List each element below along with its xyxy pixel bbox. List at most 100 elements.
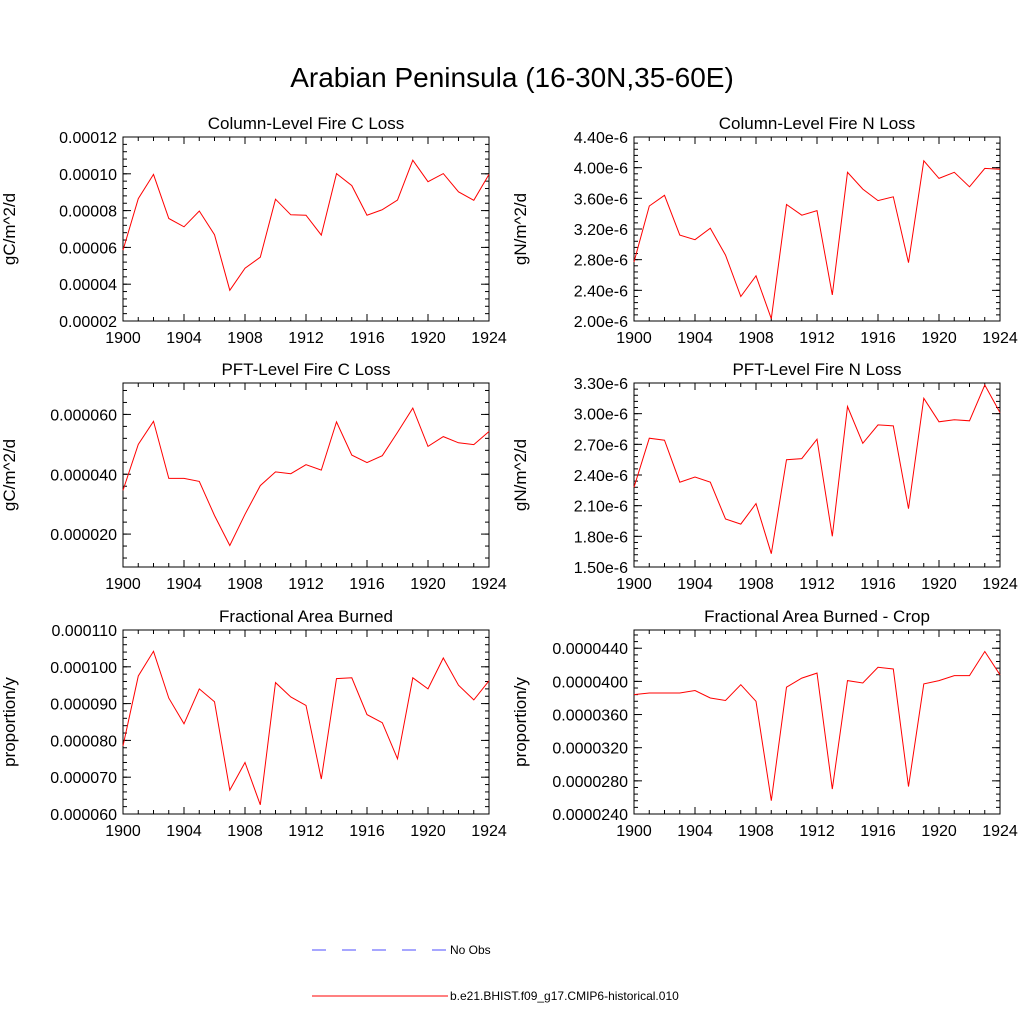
y-axis-label: gN/m^2/d bbox=[511, 193, 530, 265]
x-tick-label: 1904 bbox=[166, 576, 202, 593]
panel-title: Column-Level Fire C Loss bbox=[208, 114, 405, 133]
x-tick-label: 1904 bbox=[166, 823, 202, 840]
y-tick-label: 0.0000400 bbox=[552, 674, 628, 691]
x-tick-label: 1908 bbox=[227, 823, 263, 840]
y-tick-label: 3.00e-6 bbox=[574, 407, 628, 424]
y-tick-label: 0.00012 bbox=[59, 130, 117, 147]
x-tick-label: 1904 bbox=[166, 330, 202, 347]
plot-frame bbox=[122, 136, 490, 322]
x-tick-label: 1924 bbox=[982, 330, 1018, 347]
x-tick-label: 1900 bbox=[616, 330, 652, 347]
y-tick-label: 3.60e-6 bbox=[574, 191, 628, 208]
y-axis-label: gN/m^2/d bbox=[511, 439, 530, 511]
y-tick-label: 2.00e-6 bbox=[574, 314, 628, 331]
panel-title: PFT-Level Fire N Loss bbox=[732, 360, 901, 379]
series-line bbox=[122, 407, 490, 547]
y-tick-label: 0.0000240 bbox=[552, 807, 628, 824]
y-tick-label: 3.30e-6 bbox=[574, 376, 628, 393]
y-tick-label: 0.000060 bbox=[50, 807, 117, 824]
legend-label: b.e21.BHIST.f09_g17.CMIP6-historical.010 bbox=[450, 989, 679, 1003]
x-tick-label: 1908 bbox=[738, 823, 774, 840]
panel-2: 1900 1904 1908 1912 1916 1920 1924 2.00e-6 2.40e… bbox=[511, 114, 1018, 347]
x-tick-label: 1916 bbox=[860, 823, 896, 840]
y-tick-label: 0.000040 bbox=[50, 467, 117, 484]
y-tick-label: 4.40e-6 bbox=[574, 130, 628, 147]
y-tick-label: 0.000060 bbox=[50, 407, 117, 424]
y-tick-label: 2.10e-6 bbox=[574, 499, 628, 516]
x-tick-label: 1908 bbox=[227, 576, 263, 593]
y-axis-label: proportion/y bbox=[0, 677, 19, 767]
y-tick-label: 0.0000360 bbox=[552, 708, 628, 725]
panel-1: 1900 1904 1908 1912 1916 1920 1924 0.00002 0.000… bbox=[0, 114, 507, 347]
x-tick-label: 1924 bbox=[982, 576, 1018, 593]
figure-title: Arabian Peninsula (16-30N,35-60E) bbox=[290, 62, 734, 93]
legend-label: No Obs bbox=[450, 943, 491, 957]
y-tick-label: 2.80e-6 bbox=[574, 253, 628, 270]
panel-title: Fractional Area Burned bbox=[219, 607, 393, 626]
x-tick-label: 1924 bbox=[471, 576, 507, 593]
plot-frame bbox=[633, 136, 1001, 322]
x-tick-label: 1912 bbox=[288, 823, 324, 840]
y-axis-label: proportion/y bbox=[511, 677, 530, 767]
y-tick-label: 2.70e-6 bbox=[574, 437, 628, 454]
panel-6: 1900 1904 1908 1912 1916 1920 1924 0.0000240 0.0… bbox=[511, 607, 1018, 840]
series-line bbox=[633, 383, 1001, 554]
x-tick-label: 1912 bbox=[799, 823, 835, 840]
x-tick-label: 1912 bbox=[799, 330, 835, 347]
y-tick-label: 0.00008 bbox=[59, 204, 117, 221]
y-tick-label: 0.000080 bbox=[50, 733, 117, 750]
y-tick-label: 0.000110 bbox=[51, 623, 117, 640]
x-tick-label: 1920 bbox=[921, 823, 957, 840]
x-tick-label: 1920 bbox=[410, 576, 446, 593]
x-tick-label: 1916 bbox=[349, 576, 385, 593]
x-tick-label: 1916 bbox=[860, 330, 896, 347]
x-tick-label: 1912 bbox=[288, 576, 324, 593]
panel-title: Column-Level Fire N Loss bbox=[719, 114, 916, 133]
y-tick-label: 3.20e-6 bbox=[574, 222, 628, 239]
panel-title: PFT-Level Fire C Loss bbox=[221, 360, 390, 379]
x-tick-label: 1900 bbox=[105, 576, 141, 593]
series-line bbox=[122, 650, 490, 805]
y-axis-label: gC/m^2/d bbox=[0, 439, 19, 511]
x-tick-label: 1924 bbox=[982, 823, 1018, 840]
x-tick-label: 1924 bbox=[471, 823, 507, 840]
y-tick-label: 0.000070 bbox=[50, 770, 117, 787]
x-tick-label: 1904 bbox=[677, 823, 713, 840]
panel-3: 1900 1904 1908 1912 1916 1920 1924 0.000020 0.00… bbox=[0, 360, 507, 593]
y-tick-label: 1.80e-6 bbox=[574, 529, 628, 546]
x-tick-label: 1920 bbox=[921, 576, 957, 593]
legend: No Obs b.e21.BHIST.f09_g17.CMIP6-historic… bbox=[312, 943, 679, 1003]
x-tick-label: 1908 bbox=[738, 576, 774, 593]
y-tick-label: 0.000020 bbox=[50, 527, 117, 544]
x-tick-label: 1912 bbox=[799, 576, 835, 593]
y-tick-label: 4.00e-6 bbox=[574, 161, 628, 178]
plot-frame bbox=[633, 382, 1001, 568]
panel-5: 1900 1904 1908 1912 1916 1920 1924 0.000060 0.00… bbox=[0, 607, 507, 840]
x-tick-label: 1908 bbox=[227, 330, 263, 347]
y-tick-label: 0.00010 bbox=[59, 167, 117, 184]
y-tick-label: 0.0000440 bbox=[552, 641, 628, 658]
y-axis-label: gC/m^2/d bbox=[0, 193, 19, 265]
y-tick-label: 2.40e-6 bbox=[574, 468, 628, 485]
series-line bbox=[122, 159, 490, 292]
series-line bbox=[633, 650, 1001, 801]
panel-4: 1900 1904 1908 1912 1916 1920 1924 1.50e-6 1.80e… bbox=[511, 360, 1018, 593]
y-tick-label: 1.50e-6 bbox=[574, 560, 628, 577]
x-tick-label: 1900 bbox=[105, 330, 141, 347]
y-tick-label: 0.0000280 bbox=[552, 774, 628, 791]
x-tick-label: 1912 bbox=[288, 330, 324, 347]
x-tick-label: 1900 bbox=[105, 823, 141, 840]
x-tick-label: 1916 bbox=[860, 576, 896, 593]
x-tick-label: 1900 bbox=[616, 576, 652, 593]
x-tick-label: 1920 bbox=[921, 330, 957, 347]
x-tick-label: 1916 bbox=[349, 330, 385, 347]
x-tick-label: 1916 bbox=[349, 823, 385, 840]
plot-frame bbox=[122, 382, 490, 568]
plot-frame bbox=[633, 629, 1001, 815]
y-tick-label: 2.40e-6 bbox=[574, 283, 628, 300]
x-tick-label: 1908 bbox=[738, 330, 774, 347]
y-tick-label: 0.000100 bbox=[50, 660, 117, 677]
plot-frame bbox=[122, 629, 490, 815]
y-tick-label: 0.0000320 bbox=[552, 741, 628, 758]
series-line bbox=[633, 159, 1001, 319]
